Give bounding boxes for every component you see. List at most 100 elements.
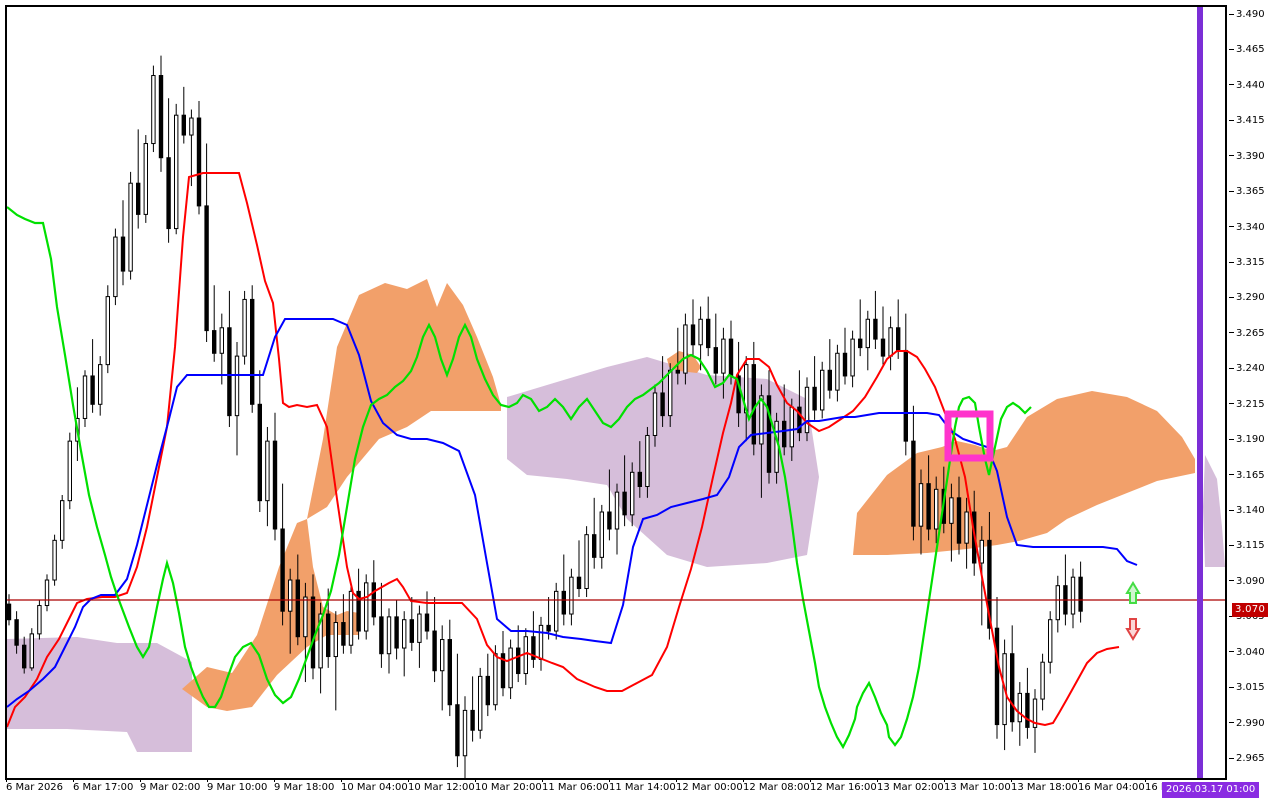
candle-bearish (880, 338, 886, 357)
candle-bearish (409, 619, 415, 643)
tick-dash (1229, 13, 1234, 15)
tick-bar (408, 778, 409, 782)
candle-bullish (918, 483, 924, 527)
candle-bearish (250, 298, 255, 405)
candle-bearish (1010, 653, 1015, 723)
tick-dash (1229, 544, 1234, 546)
price-tick-label: 3.140 (1236, 505, 1265, 516)
candle-bearish (827, 369, 832, 391)
candle-bullish (82, 375, 88, 419)
candle-bullish (508, 647, 513, 689)
tick-dash (1229, 509, 1234, 511)
tick-dash (1229, 651, 1234, 653)
tenkan-sen-line (7, 172, 1120, 728)
candle-bearish (424, 613, 430, 632)
candle-bearish (356, 590, 361, 632)
candle-bullish (1070, 576, 1076, 615)
tick-bar (877, 778, 878, 782)
tick-bar (475, 778, 476, 782)
tick-bar (1078, 778, 1079, 782)
time-tick: 12 Mar 16:00 (810, 778, 877, 794)
tick-dash (1229, 296, 1234, 298)
candle-bullish (668, 369, 673, 417)
candle-bearish (531, 636, 536, 660)
tick-dash (1229, 403, 1234, 405)
candle-bullish (850, 338, 855, 377)
highlight-box[interactable] (944, 410, 994, 462)
tick-dash (1229, 332, 1234, 334)
price-tick: 2.990 (1229, 718, 1265, 729)
time-tick: 9 Mar 02:00 (140, 778, 200, 794)
price-tick: 3.040 (1229, 647, 1265, 658)
time-tick-label: 11 Mar 06:00 (542, 782, 609, 793)
sell-level-arrow[interactable] (1125, 618, 1141, 641)
tick-bar (73, 778, 74, 782)
candle-bearish (690, 324, 696, 346)
candle-bearish (470, 709, 475, 731)
tick-dash (1229, 686, 1234, 688)
candle-bearish (576, 576, 582, 590)
tick-dash (1229, 722, 1234, 724)
candle-bearish (447, 639, 453, 706)
chart-plot-area[interactable] (5, 5, 1227, 780)
price-tick-label: 3.340 (1236, 221, 1265, 233)
candle-bullish (60, 500, 65, 541)
time-tick-label: 9 Mar 18:00 (274, 782, 335, 793)
candle-bullish (37, 605, 42, 635)
candle-bullish (804, 386, 810, 434)
candle-bearish (561, 590, 566, 615)
price-tick-label: 3.115 (1236, 540, 1265, 552)
candle-bullish (1017, 692, 1022, 723)
candle-bullish (265, 440, 270, 502)
price-tick-label: 3.490 (1236, 9, 1265, 20)
price-tick-label: 2.965 (1236, 753, 1265, 764)
vertical-time-marker[interactable] (1197, 7, 1203, 778)
tick-dash (1229, 474, 1234, 476)
candle-bullish (151, 75, 156, 145)
candle-bearish (873, 318, 878, 340)
tick-dash (1229, 190, 1234, 192)
candle-bullish (1032, 698, 1038, 728)
price-tick: 3.365 (1229, 187, 1265, 197)
candle-bearish (257, 403, 263, 502)
time-axis[interactable]: 6 Mar 2026 6 Mar 17:00 9 Mar 02:00 9 Mar 10… (0, 778, 1280, 800)
tick-dash (1229, 367, 1234, 369)
tick-bar (676, 778, 677, 782)
candle-bearish (227, 327, 232, 417)
candle-bullish (67, 440, 72, 502)
candle-bearish (956, 497, 962, 544)
candle-bullish (348, 590, 354, 646)
tick-bar (810, 778, 811, 782)
candle-bullish (721, 338, 726, 374)
price-axis[interactable]: 3.490 3.465 3.440 3.415 3.390 3.365 3.340 3.315… (1229, 0, 1280, 780)
time-tick: 10 Mar 04:00 (341, 778, 408, 794)
candle-bullish (865, 318, 870, 349)
time-tick: 13 Mar 02:00 (877, 778, 944, 794)
candle-bearish (896, 327, 901, 351)
time-tick: 13 Mar 10:00 (944, 778, 1011, 794)
price-tick-label: 3.365 (1236, 186, 1265, 198)
price-tick: 2.965 (1229, 754, 1265, 764)
price-tick: 3.340 (1229, 221, 1265, 233)
price-tick: 3.265 (1229, 328, 1265, 339)
buy-level-arrow[interactable] (1125, 581, 1141, 604)
tick-dash (1229, 261, 1234, 263)
price-tick-label: 3.165 (1236, 469, 1265, 481)
time-tick-label: 12 Mar 00:00 (676, 782, 743, 793)
candle-bullish (105, 296, 110, 366)
time-tick-label: 6 Mar 2026 (6, 782, 64, 793)
candle-bearish (341, 622, 346, 646)
tick-bar (207, 778, 208, 782)
price-tick-label: 3.440 (1236, 79, 1265, 91)
time-tick-label: 11 Mar 14:00 (609, 782, 676, 793)
time-tick: 11 Mar 14:00 (609, 778, 676, 794)
time-tick: 12 Mar 00:00 (676, 778, 743, 794)
time-tick: 9 Mar 10:00 (207, 778, 267, 794)
candle-bullish (683, 324, 688, 374)
candle-bullish (333, 622, 339, 658)
candle-bearish (728, 338, 734, 377)
price-tick: 3.465 (1229, 45, 1265, 55)
candle-bullish (462, 709, 468, 757)
candle-bullish (478, 675, 483, 731)
price-tick-label: 3.315 (1236, 257, 1265, 268)
